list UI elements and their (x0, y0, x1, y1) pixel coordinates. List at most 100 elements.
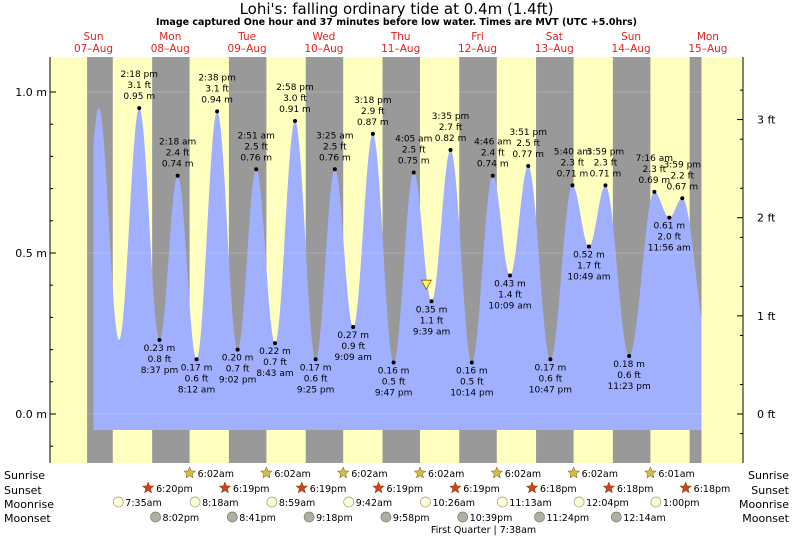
moonset-time: 8:41pm (239, 513, 276, 524)
extreme-point (370, 131, 375, 136)
high-time-label: 3:59 pm (664, 160, 702, 170)
extreme-point (313, 357, 318, 362)
extreme-point (490, 173, 495, 178)
low-ft-label: 0.6 ft (185, 374, 209, 384)
high-m-label: 0.69 m (639, 176, 671, 186)
moonrise-icon (496, 496, 508, 508)
high-m-label: 0.76 m (319, 153, 351, 163)
left-tick-label: 0.5 m (15, 247, 47, 260)
moonrise-icon (266, 496, 278, 508)
moonset-icon (226, 511, 238, 523)
left-tick-label: 0.0 m (15, 408, 47, 421)
extreme-point (293, 118, 298, 123)
low-m-label: 0.35 m (416, 305, 448, 315)
day-name-label: Thu (390, 31, 411, 43)
moonrise-icon (650, 496, 662, 508)
sunset-star-icon (141, 481, 155, 494)
low-m-label: 0.17 m (181, 363, 213, 373)
high-time-label: 3:25 am (316, 131, 353, 141)
extreme-point (548, 357, 553, 362)
high-m-label: 0.75 m (398, 157, 430, 167)
day-date-label: 14–Aug (612, 43, 651, 55)
extreme-point (586, 244, 591, 249)
low-time-label: 11:23 pm (607, 382, 650, 392)
extreme-point (448, 147, 453, 152)
low-time-label: 8:37 pm (141, 366, 179, 376)
low-time-label: 9:09 am (335, 353, 372, 363)
low-m-label: 0.23 m (144, 344, 176, 354)
moonrise-time: 8:18am (202, 498, 238, 509)
low-ft-label: 0.6 ft (539, 374, 563, 384)
sunrise-star-icon (336, 466, 350, 479)
extreme-point (194, 357, 199, 362)
high-ft-label: 2.5 ft (323, 142, 347, 152)
sunrise-row-label-right: Sunrise (748, 469, 789, 482)
sunset-time: 6:20pm (156, 484, 193, 495)
low-m-label: 0.27 m (337, 331, 369, 341)
day-date-label: 15–Aug (688, 43, 727, 55)
left-tick-label: 1.0 m (15, 86, 47, 99)
moonrise-time: 11:13am (509, 498, 551, 509)
low-time-label: 10:49 am (567, 273, 610, 283)
sunrise-time: 6:02am (428, 469, 464, 480)
high-ft-label: 2.3 ft (561, 158, 585, 168)
low-time-label: 10:09 am (488, 302, 531, 312)
sunrise-star-icon (567, 466, 580, 479)
right-tick-label: 2 ft (757, 212, 776, 225)
moonset-row-label-left: Moonset (4, 512, 51, 525)
moonset-time: 10:39pm (470, 513, 513, 524)
high-time-label: 5:40 am (554, 147, 591, 157)
moonrise-time: 9:42am (356, 498, 392, 509)
high-time-label: 7:16 am (636, 154, 673, 164)
moonset-icon (380, 511, 392, 523)
high-ft-label: 2.5 ft (516, 139, 540, 149)
day-name-label: Sat (546, 31, 563, 43)
sunset-row-label-right: Sunset (751, 484, 789, 497)
low-m-label: 0.17 m (535, 363, 567, 373)
high-time-label: 3:35 pm (432, 112, 470, 122)
moon-phase-label: First Quarter | 7:38am (431, 525, 536, 536)
sunset-star-icon (679, 481, 693, 494)
extreme-point (157, 337, 162, 342)
high-time-label: 4:46 am (474, 138, 511, 148)
high-time-label: 4:05 am (395, 135, 432, 145)
sunrise-star-icon (183, 466, 196, 479)
extreme-point (429, 299, 434, 304)
low-m-label: 0.43 m (494, 280, 526, 290)
high-time-label: 3:18 pm (354, 96, 392, 106)
sunset-star-icon (448, 481, 462, 494)
extreme-point (254, 167, 259, 172)
low-time-label: 11:56 am (648, 244, 691, 254)
low-ft-label: 0.7 ft (226, 365, 250, 375)
extreme-point (215, 109, 220, 114)
moonset-icon (457, 511, 469, 523)
current-tide-marker (420, 279, 432, 291)
sunset-time: 6:18pm (694, 484, 731, 495)
extreme-point (391, 360, 396, 365)
low-ft-label: 0.7 ft (263, 358, 287, 368)
axes: 0.0 m 0.5 m 1.0 m 0 ft 1 ft 2 ft 3 ft (15, 57, 776, 463)
low-time-label: 8:43 am (256, 369, 293, 379)
sunrise-time: 6:02am (198, 469, 234, 480)
high-ft-label: 3.1 ft (205, 84, 229, 94)
sunset-time: 6:19pm (310, 484, 347, 495)
low-m-label: 0.16 m (378, 366, 410, 376)
high-ft-label: 2.4 ft (166, 149, 190, 159)
sunset-time: 6:19pm (387, 484, 424, 495)
moonrise-time: 7:35am (125, 498, 161, 509)
high-ft-label: 3.0 ft (283, 94, 307, 104)
high-ft-label: 2.5 ft (402, 146, 426, 156)
extreme-point (603, 183, 608, 188)
high-ft-label: 2.9 ft (361, 107, 385, 117)
moonset-time: 9:18pm (316, 513, 353, 524)
day-name-label: Fri (471, 31, 484, 43)
low-time-label: 9:25 pm (297, 385, 335, 395)
low-m-label: 0.17 m (300, 363, 332, 373)
low-m-label: 0.52 m (573, 251, 605, 261)
low-ft-label: 0.5 ft (382, 377, 406, 387)
high-ft-label: 2.3 ft (594, 158, 618, 168)
high-m-label: 0.95 m (123, 92, 155, 102)
extreme-point (273, 341, 278, 346)
sunrise-time: 6:02am (274, 469, 310, 480)
